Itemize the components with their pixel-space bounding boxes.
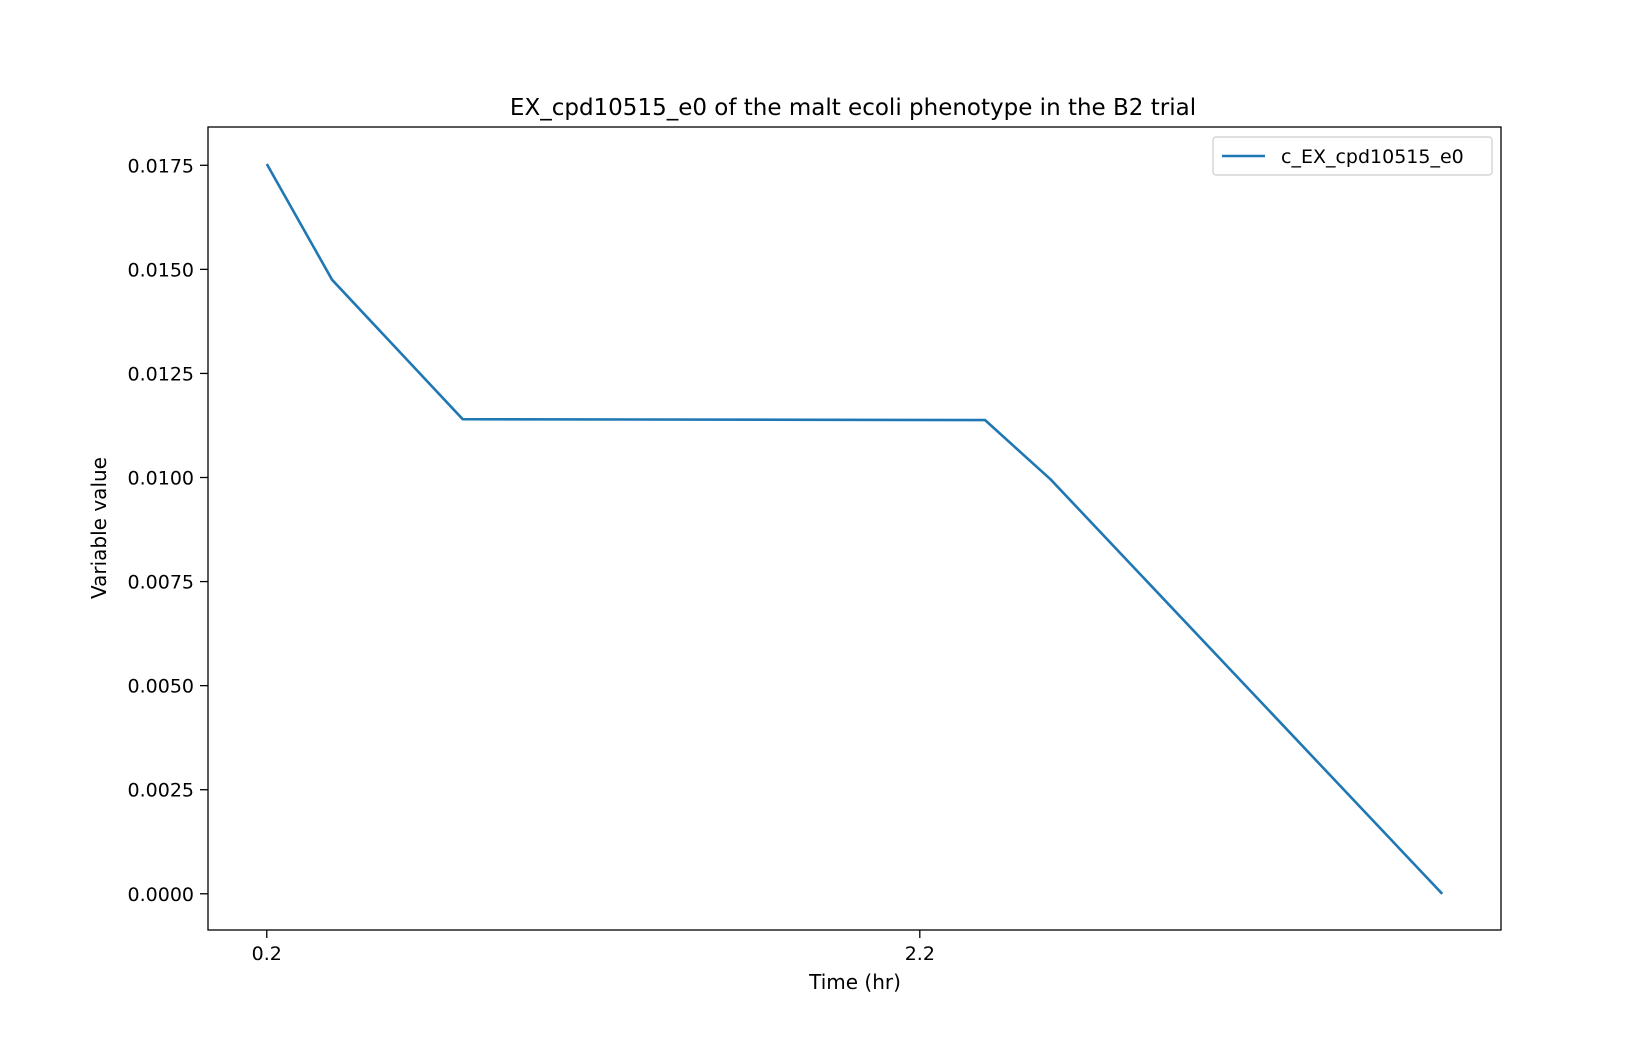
y-axis-label: Variable value <box>87 457 111 599</box>
plot-frame <box>207 126 1502 931</box>
y-tick-label: 0.0175 <box>128 155 194 177</box>
y-tick-label: 0.0150 <box>128 259 194 281</box>
x-axis-label: Time (hr) <box>808 970 901 994</box>
series-line <box>265 163 1444 895</box>
x-axis: 0.2 2.2 <box>252 930 935 965</box>
y-tick-label: 0.0125 <box>128 363 194 385</box>
y-tick-label: 0.0025 <box>128 780 194 802</box>
y-tick-label: 0.0000 <box>128 884 194 906</box>
y-axis: 0.0000 0.0025 0.0050 0.0075 0.0100 0.0125 0.01… <box>128 155 208 906</box>
chart-title: EX_cpd10515_e0 of the malt ecoli phenoty… <box>510 95 1196 121</box>
x-tick-label: 0.2 <box>252 943 282 965</box>
y-tick-label: 0.0100 <box>128 468 194 490</box>
series-layer <box>265 163 1444 895</box>
legend-box <box>1212 136 1493 176</box>
plot-area <box>207 126 1502 931</box>
legend: c_EX_cpd10515_e0 <box>1212 136 1493 176</box>
y-tick-label: 0.0050 <box>128 676 194 698</box>
legend-label: c_EX_cpd10515_e0 <box>1281 146 1464 168</box>
y-tick-label: 0.0075 <box>128 572 194 594</box>
x-tick-label: 2.2 <box>905 943 935 965</box>
